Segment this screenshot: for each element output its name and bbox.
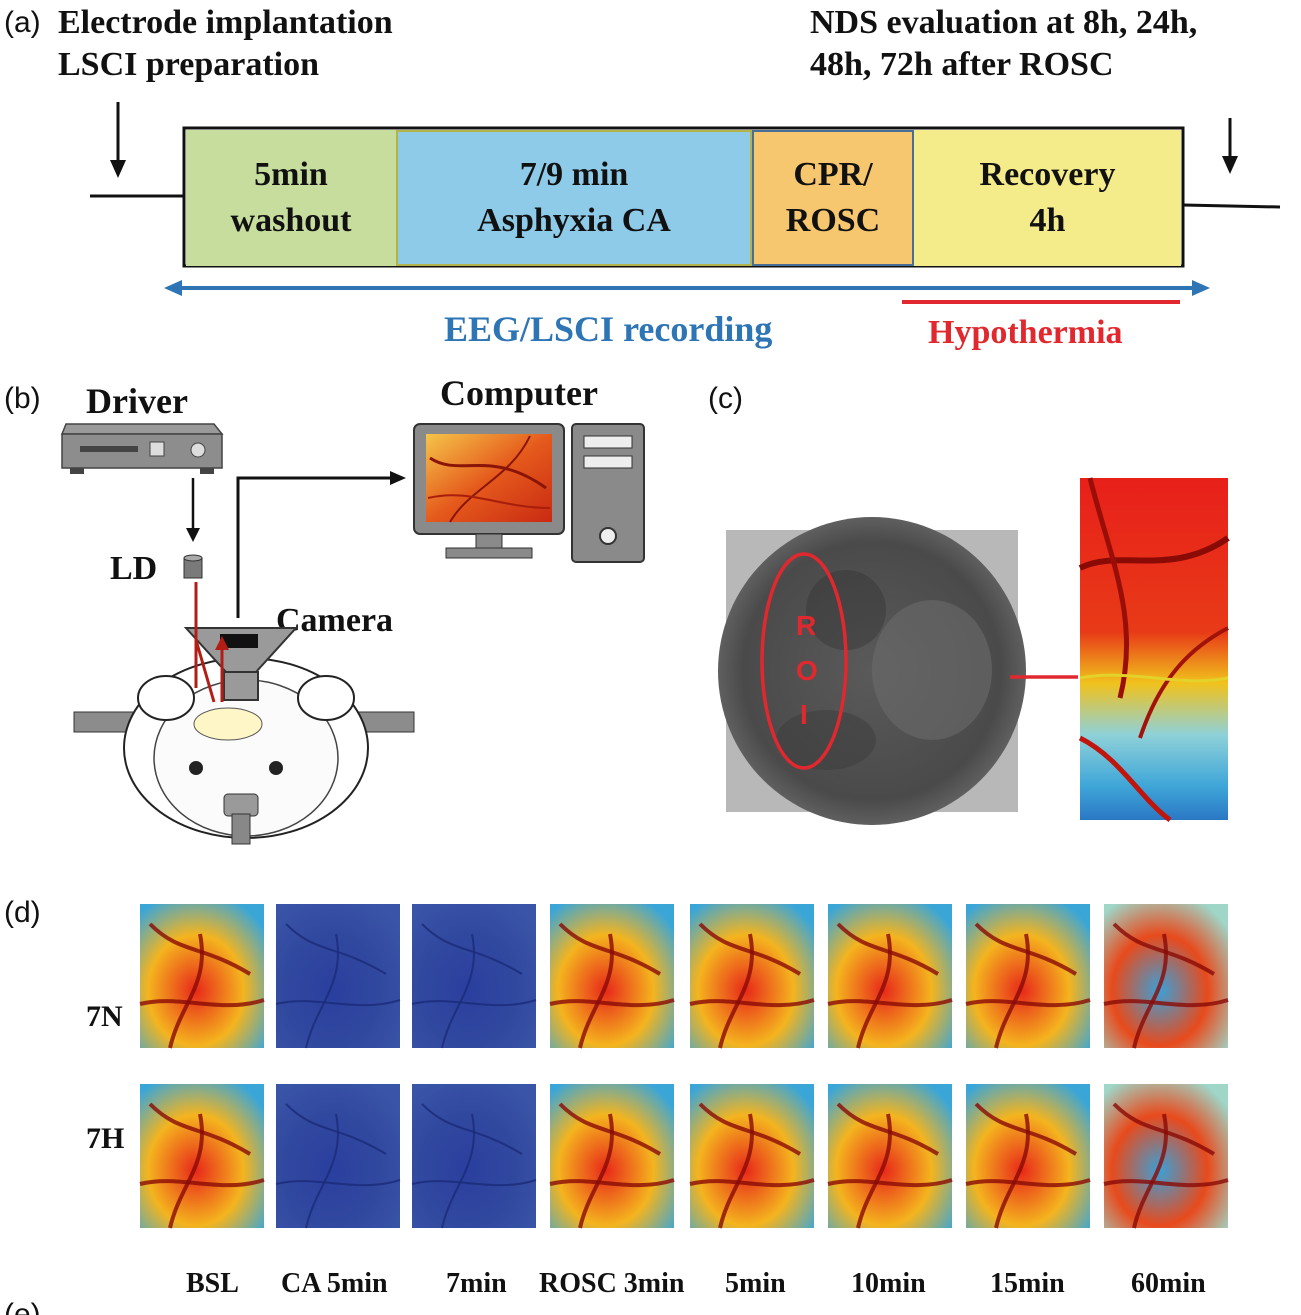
computer-icon [413,423,645,563]
lsci-thumb-7n-0 [139,904,265,1049]
ld-label: LD [110,550,158,587]
segment-asphyxia-line1: 7/9 min [519,156,629,193]
nds-line-1: NDS evaluation at 8h, 24h, [810,4,1198,41]
panel-label-a: (a) [4,6,41,39]
lsci-thumb-7n-6 [965,904,1091,1049]
lsci-thumb-7h-3 [549,1084,675,1229]
panel-label-e: (e) [4,1298,41,1315]
nds-label: NDS evaluation at 8h, 24h, 48h, 72h afte… [810,2,1290,86]
roi-letter-o: O [796,655,818,686]
timepoint-label-2: 7min [446,1268,507,1299]
driver-to-ld-arrow [186,478,200,542]
timepoint-label-3: ROSC 3min [539,1268,685,1299]
lsci-thumb-7h-0 [139,1084,265,1229]
driver-device-icon [60,423,224,474]
timepoint-label-4: 5min [725,1268,786,1299]
lsci-thumb-7n-2 [411,904,537,1049]
segment-recovery-line1: Recovery [979,156,1116,193]
computer-label: Computer [440,373,598,413]
roi-letter-r: R [796,610,816,641]
lsci-thumb-7n-5 [827,904,953,1049]
roi-connector-line [1010,675,1078,679]
timepoint-label-1: CA 5min [281,1268,388,1299]
timeline-axis [90,102,1281,304]
lsci-thumb-7h-7 [1103,1084,1229,1229]
row-label-7n: 7N [86,1000,123,1033]
segment-asphyxia: 7/9 min Asphyxia CA [396,130,752,266]
segment-washout-line1: 5min [254,156,328,193]
raw-speckle-image: R O I [718,517,1026,825]
lsci-thumb-7n-7 [1103,904,1229,1049]
nds-line-2: 48h, 72h after ROSC [810,46,1114,83]
segment-recovery: Recovery 4h [914,130,1181,266]
driver-label: Driver [86,381,188,421]
laser-diode-icon [183,554,203,579]
segment-cpr-line2: ROSC [785,202,881,239]
recording-label: EEG/LSCI recording [444,309,773,349]
lsci-thumb-7n-1 [275,904,401,1049]
panel-label-c: (c) [708,382,743,415]
timepoint-label-7: 60min [1131,1268,1206,1299]
segment-cpr-rosc: CPR/ ROSC [752,130,914,266]
lsci-thumb-7h-1 [275,1084,401,1229]
camera-to-computer-arrow [236,471,406,618]
segment-washout: 5min washout [186,130,396,266]
roi-ellipse [760,552,848,770]
timepoint-label-0: BSL [186,1268,239,1299]
prep-label: Electrode implantation LSCI preparation [58,2,528,86]
lsci-thumb-7n-4 [689,904,815,1049]
row-label-7h: 7H [86,1122,125,1155]
animal-with-camera-illustration [73,582,415,845]
lsci-thumb-7h-6 [965,1084,1091,1229]
lsci-thumb-7h-2 [411,1084,537,1229]
hypothermia-label: Hypothermia [928,314,1123,351]
roi-letter-i: I [800,699,808,730]
panel-label-d: (d) [4,896,41,929]
roi-perfusion-map [1078,477,1230,823]
lsci-thumb-7h-5 [827,1084,953,1229]
lsci-thumb-7n-3 [549,904,675,1049]
panel-label-b: (b) [4,382,41,415]
timepoint-label-5: 10min [851,1268,926,1299]
segment-cpr-line1: CPR/ [793,156,873,193]
camera-label: Camera [276,602,394,639]
timepoint-label-6: 15min [990,1268,1065,1299]
segment-washout-line2: washout [230,202,352,239]
prep-line-2: LSCI preparation [58,46,320,83]
lsci-thumb-7h-4 [689,1084,815,1229]
prep-line-1: Electrode implantation [58,4,393,41]
segment-recovery-line2: 4h [1029,202,1066,239]
segment-asphyxia-line2: Asphyxia CA [477,202,671,239]
